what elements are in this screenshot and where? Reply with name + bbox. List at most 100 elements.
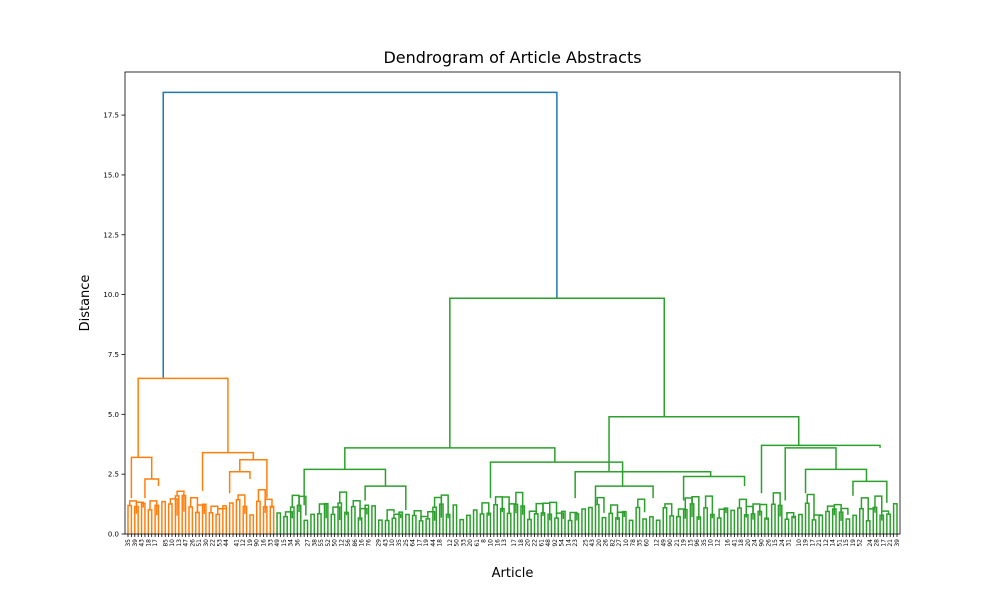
dendrogram-link [596,496,605,513]
dendrogram-link [438,503,444,534]
x-leaf-label: 43 [589,539,596,547]
x-leaf-label: 18 [145,539,152,547]
dendrogram-link [560,510,566,534]
dendrogram-link [228,471,251,494]
x-leaf-label: 19 [803,539,810,547]
dendrogram-link [318,503,327,519]
dendrogram-link [449,297,666,448]
dendrogram-link [486,512,492,534]
x-leaf-label: 52 [325,539,332,547]
x-leaf-label: 12 [714,539,721,547]
dendrogram-link [664,503,673,516]
dendrogram-link [188,506,194,534]
dendrogram-link [555,512,565,519]
dendrogram-link [332,506,341,520]
x-leaf-label: 27 [305,539,312,547]
dendrogram-link [642,518,648,534]
x-leaf-label: 92 [552,539,559,547]
dendrogram-link [635,506,641,534]
dendrogram-link [398,511,404,534]
x-leaf-label: 10 [487,539,494,547]
x-leaf-label: 43 [382,539,389,547]
dendrogram-link [413,510,422,520]
x-leaf-label: 15 [843,539,850,547]
x-leaf-label: 10 [389,539,396,547]
axes-frame [124,71,901,535]
dendrogram-link [228,502,234,534]
dendrogram-link [709,513,715,534]
x-leaf-label: 96 [694,539,701,547]
x-leaf-label: 51 [836,539,843,547]
x-leaf-label: 26 [603,539,610,547]
dendrogram-link [459,518,465,534]
x-leaf-label: 44 [430,539,437,547]
dendrogram-link [608,415,800,472]
x-leaf-label: 20 [467,539,474,547]
dendrogram-link [677,508,687,519]
x-leaf-label: 61 [474,539,481,547]
x-leaf-label: 47 [183,539,190,547]
dendrogram-link [764,517,770,534]
x-leaf-label: 39 [894,539,901,547]
dendrogram-link [838,511,844,534]
x-leaf-label: 15 [772,539,779,547]
dendrogram-link [730,509,736,534]
x-leaf-label: 12 [338,539,345,547]
dendrogram-link [540,512,546,534]
dendrogram-link [195,511,200,534]
x-leaf-label: 12 [447,539,454,547]
x-leaf-label: 35 [701,539,708,547]
plot-area [127,91,898,534]
x-leaf-label: 50 [332,539,339,547]
x-leaf-label: 54 [559,539,566,547]
x-leaf-label: 10 [796,539,803,547]
x-leaf-label: 43 [139,539,146,547]
x-leaf-label: 22 [210,539,217,547]
dendrogram-link [826,505,836,516]
x-leaf-label: 17 [511,539,518,547]
y-tick-label: 10.0 [103,291,119,299]
dendrogram-link [433,496,443,518]
dendrogram-link [760,444,881,494]
dendrogram-link [452,504,458,534]
dendrogram-link [874,495,883,521]
x-leaf-label: 27 [616,539,623,547]
dendrogram-link [215,513,221,534]
dendrogram-link [249,514,255,534]
x-leaf-label: 17 [416,539,423,547]
x-leaf-label: 10 [169,539,176,547]
dendrogram-link [648,516,654,534]
x-leaf-label: 90 [758,539,765,547]
x-leaf-label: 56 [345,539,352,547]
x-leaf-label: 20 [525,539,532,547]
dendrogram-link [181,494,187,534]
x-leaf-label: 24 [779,539,786,547]
x-leaf-label: 39 [132,539,139,547]
x-leaf-label: 16 [494,539,501,547]
dendrogram-link [858,508,864,534]
dendrogram-link [135,501,144,508]
x-leaf-label: 23 [572,539,579,547]
dendrogram-link [574,513,580,534]
dendrogram-link [242,505,248,534]
dendrogram-link [371,505,377,534]
dendrogram-link [526,518,532,534]
dendrogram-link [176,490,185,512]
x-leaf-label: 52 [857,539,864,547]
dendrogram-link [364,485,407,511]
dendrogram-link [154,504,160,534]
dendrogram-link [581,508,587,534]
dendrogram-link [427,511,436,521]
dendrogram-link [201,451,255,491]
x-leaf-label: 31 [786,539,793,547]
dendrogram-link [466,514,471,534]
x-leaf-label: 34 [288,539,295,547]
x-leaf-label: 13 [176,539,183,547]
x-leaf-label: 53 [216,539,223,547]
x-leaf-label: 82 [609,539,616,547]
dendrogram-link [637,498,646,513]
dendrogram-link [621,510,627,534]
dendrogram-link [137,377,229,458]
x-axis-leaf-ticks: 35 39 43 18 17 85 10 13 47 26 51 30 22 53 44 41 12 19 90 16… [125,534,901,547]
